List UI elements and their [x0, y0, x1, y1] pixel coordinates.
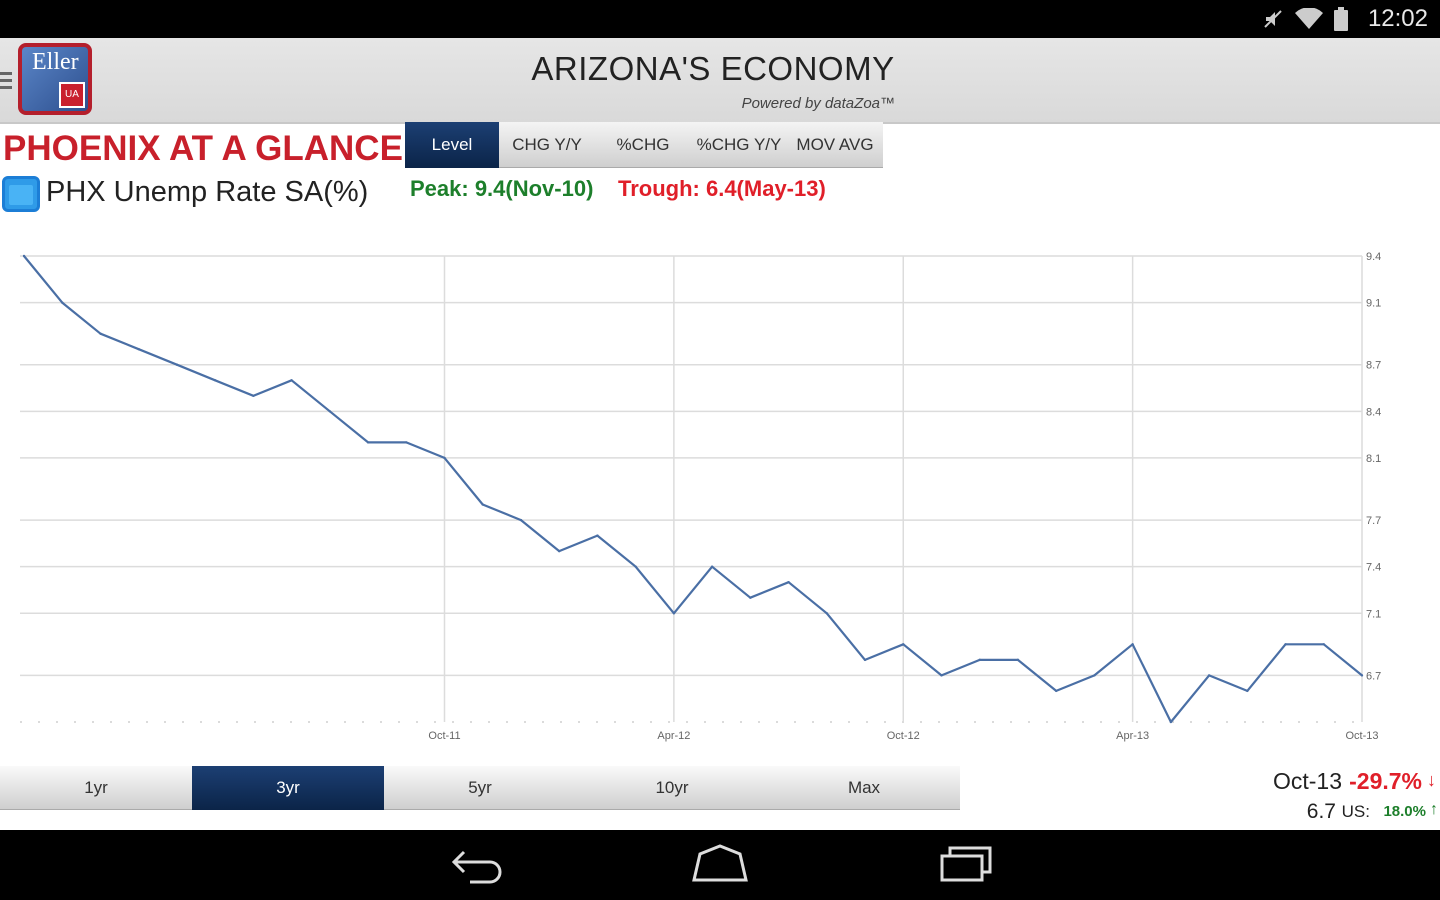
latest-date: Oct-13: [1272, 768, 1342, 794]
us-change: 18.0%: [1383, 803, 1426, 820]
data-point: [1131, 643, 1134, 646]
data-point: [443, 456, 446, 460]
app-bar: Eller UA ARIZONA'S ECONOMY Powered by da…: [0, 38, 1440, 124]
data-point: [1284, 643, 1287, 646]
x-tick-label: Apr-13: [1116, 730, 1149, 742]
logo-eller: Eller UA: [22, 47, 88, 111]
data-point: [1054, 689, 1058, 693]
data-point: [634, 565, 637, 568]
y-tick-label: 7.1: [1366, 608, 1381, 620]
range-5yr[interactable]: 5yr: [468, 778, 492, 797]
mute-icon: [1264, 10, 1282, 28]
data-point: [213, 379, 217, 382]
latest-value: 6.7: [1306, 800, 1336, 823]
data-point: [366, 441, 370, 444]
trough-label: Trough: 6.4(May-13): [618, 176, 826, 201]
nav-bar: [0, 830, 1440, 900]
app-logo[interactable]: Eller UA: [18, 43, 92, 115]
range-tabs: 1yr 3yr 5yr 10yr Max: [0, 766, 960, 810]
data-point: [252, 394, 255, 397]
data-point: [1246, 689, 1249, 693]
x-tick-label: Oct-12: [887, 730, 920, 742]
x-tick-label: Apr-12: [657, 730, 690, 742]
arrow-down-icon: ↓: [1427, 770, 1436, 790]
data-point: [519, 518, 523, 522]
page-title: PHOENIX AT A GLANCE: [3, 129, 403, 168]
us-label: US:: [1341, 802, 1370, 821]
latest-change: -29.7%: [1349, 768, 1422, 794]
series-name: PHX Unemp Rate SA(%): [46, 176, 369, 208]
tv-icon[interactable]: [2, 176, 40, 212]
peak-label: Peak: 9.4(Nov-10): [410, 176, 594, 201]
data-point: [672, 612, 676, 615]
data-point: [825, 612, 828, 615]
data-point: [558, 549, 561, 553]
data-point: [137, 348, 140, 351]
data-point: [328, 410, 332, 413]
y-tick-label: 9.1: [1366, 298, 1381, 310]
range-3yr[interactable]: 3yr: [192, 766, 384, 810]
data-point: [787, 581, 790, 584]
wifi-icon: [1295, 8, 1323, 29]
data-point: [1360, 674, 1364, 677]
recents-icon[interactable]: [938, 844, 994, 884]
powered-by: Powered by dataZoa™: [741, 95, 895, 112]
y-tick-label: 8.4: [1366, 406, 1381, 418]
status-icons: [1262, 7, 1348, 31]
home-icon[interactable]: [690, 844, 750, 884]
y-tick-label: 8.7: [1366, 360, 1381, 372]
data-point: [1169, 720, 1173, 724]
tab-pct-chg-yy[interactable]: %CHG Y/Y: [696, 135, 782, 154]
range-10yr[interactable]: 10yr: [655, 778, 689, 797]
data-point: [902, 643, 905, 646]
view-tabs: Level CHG Y/Y %CHG %CHG Y/Y MOV AVG: [405, 122, 883, 168]
series-line: [23, 255, 1363, 724]
data-point: [1093, 674, 1096, 677]
battery-icon: [1334, 7, 1348, 31]
arrow-up-icon: ↑: [1430, 801, 1438, 818]
y-tick-label: 8.1: [1366, 453, 1381, 465]
y-tick-label: 6.7: [1366, 670, 1381, 682]
tab-pct-chg[interactable]: %CHG: [616, 135, 670, 154]
data-point: [99, 332, 102, 335]
back-icon[interactable]: [450, 844, 506, 884]
data-point: [596, 534, 599, 537]
menu-icon[interactable]: [0, 72, 12, 93]
x-tick-label: Oct-13: [1345, 730, 1378, 742]
data-point: [1322, 643, 1325, 646]
logo-badge: UA: [59, 82, 85, 108]
range-max[interactable]: Max: [847, 778, 881, 797]
status-bar: 12:02: [0, 0, 1440, 38]
data-point: [749, 596, 752, 599]
data-point: [481, 503, 484, 506]
data-point: [22, 254, 26, 258]
line-chart[interactable]: 9.4 9.1 8.7 8.4 8.1 7.7 7.4 7.1 6.7 Oct-11 Apr-12 O…: [0, 240, 1440, 760]
data-point: [61, 301, 64, 304]
data-point: [290, 379, 293, 382]
data-point: [405, 441, 408, 444]
tab-chg-yy[interactable]: CHG Y/Y: [512, 135, 582, 154]
data-point: [1016, 658, 1020, 662]
data-point: [175, 363, 179, 366]
y-tick-label: 7.4: [1366, 562, 1381, 574]
y-tick-label: 7.7: [1366, 515, 1381, 527]
logo-text: Eller: [32, 49, 79, 75]
data-point: [1207, 674, 1211, 677]
tab-level[interactable]: Level: [405, 122, 499, 168]
data-point: [710, 565, 714, 568]
range-1yr[interactable]: 1yr: [84, 778, 108, 797]
data-point: [978, 658, 981, 662]
data-point: [863, 658, 867, 662]
tab-mov-avg[interactable]: MOV AVG: [796, 135, 874, 154]
status-time: 12:02: [1367, 5, 1428, 32]
app-title: ARIZONA'S ECONOMY: [531, 50, 895, 87]
x-tick-label: Oct-11: [428, 730, 460, 742]
data-point: [940, 674, 943, 677]
y-tick-label: 9.4: [1366, 251, 1381, 263]
